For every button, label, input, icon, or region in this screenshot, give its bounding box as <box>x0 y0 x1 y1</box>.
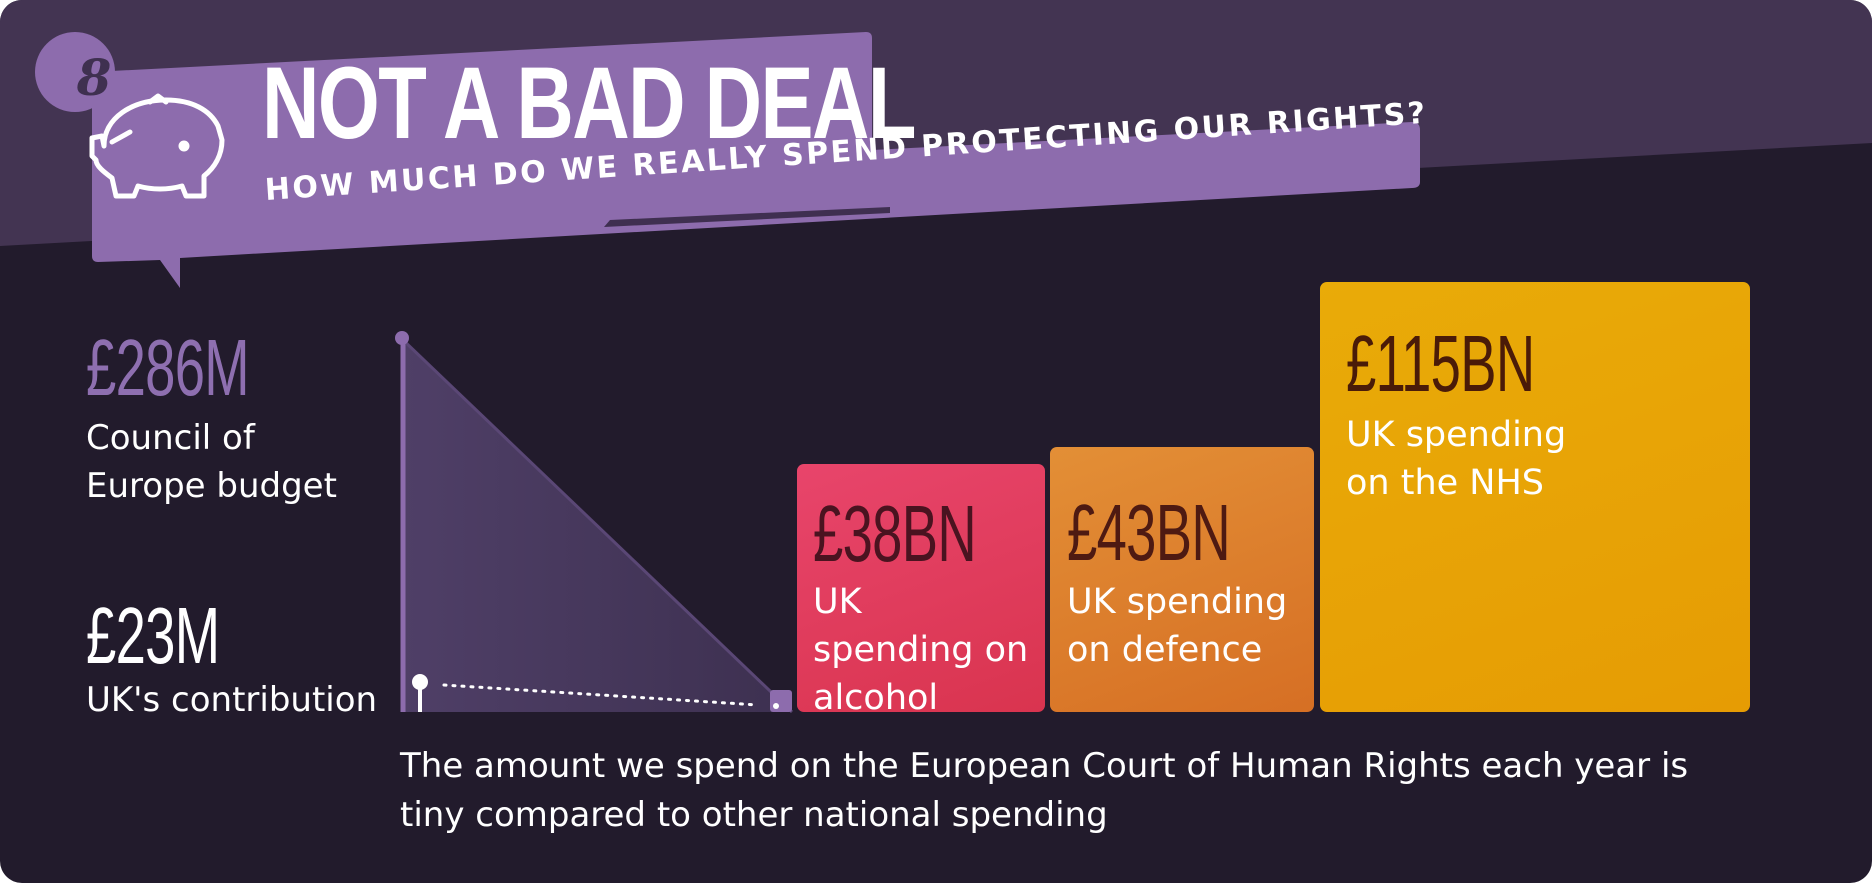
subtitle-underline <box>604 207 890 227</box>
nhs-spending-value: £115BN <box>1346 319 1535 408</box>
defence-spending-box: £43BN UK spending on defence <box>1050 447 1314 712</box>
uk-contribution-label: UK's contribution <box>86 680 378 720</box>
contribution-end-dot <box>773 703 779 709</box>
council-budget-value: £286M <box>86 323 250 412</box>
budget-triangle-hypotenuse <box>401 338 794 714</box>
defence-spending-label: UK spending on defence <box>1067 582 1288 670</box>
piggy-bank-icon <box>89 93 225 199</box>
council-budget-label: Council of Europe budget <box>86 418 337 506</box>
defence-spending-value: £43BN <box>1067 488 1231 577</box>
alcohol-spending-box: £38BN UK spending on alcohol <box>797 464 1045 718</box>
title-banner <box>92 32 1420 288</box>
alcohol-spending-value: £38BN <box>813 489 977 578</box>
chart-caption: The amount we spend on the European Cour… <box>400 746 1689 835</box>
page-title: NOT A BAD DEAL <box>262 46 916 160</box>
triangle-end-square <box>770 690 792 712</box>
budget-marker <box>395 331 409 345</box>
contribution-marker <box>412 674 428 690</box>
alcohol-spending-label: UK spending on alcohol <box>813 582 1029 718</box>
badge-number: 8 <box>76 48 112 107</box>
nhs-spending-label: UK spending on the NHS <box>1346 415 1567 503</box>
uk-contribution-value: £23M <box>86 591 220 680</box>
nhs-spending-box: £115BN UK spending on the NHS <box>1320 282 1750 712</box>
contribution-dotted-line <box>442 683 760 707</box>
